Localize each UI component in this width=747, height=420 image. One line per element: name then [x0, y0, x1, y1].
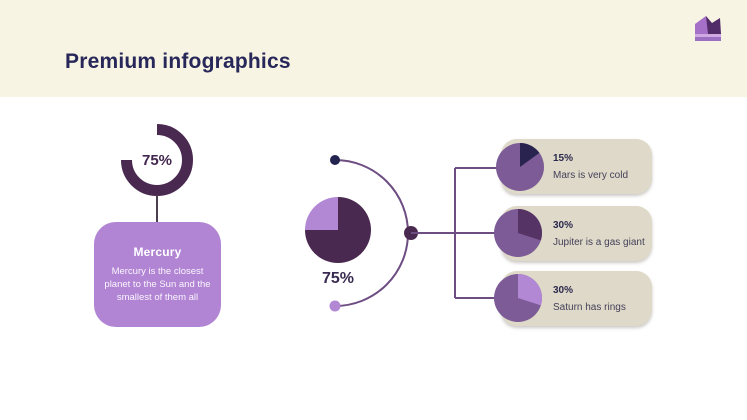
mercury-donut-chart: 75%	[121, 124, 193, 196]
mars-percent-label: 15%	[553, 153, 574, 164]
jupiter-pie-chart	[494, 209, 542, 257]
mars-description: Mars is very cold	[553, 170, 629, 181]
orbit-arc	[329, 155, 418, 312]
donut-ring	[121, 124, 193, 196]
card-connectors	[411, 167, 497, 299]
mercury-card-description: Mercury is the closest planet to the Sun…	[104, 266, 211, 304]
saturn-description: Saturn has rings	[553, 302, 626, 313]
orbit-dot-top	[330, 155, 340, 165]
mercury-card: Mercury Mercury is the closest planet to…	[94, 222, 221, 327]
donut-ring-arc	[121, 124, 193, 196]
donut-percent-label: 75%	[141, 151, 173, 169]
donut-stem-line	[156, 195, 158, 223]
saturn-pie-chart	[494, 274, 542, 322]
jupiter-pie-slice	[518, 209, 542, 241]
orbit-dot-bottom	[329, 300, 341, 312]
center-pie-light-slice	[305, 197, 338, 230]
saturn-percent-label: 30%	[553, 285, 574, 296]
crown-icon	[695, 16, 721, 41]
jupiter-description: Jupiter is a gas giant	[553, 237, 645, 248]
card-connector-lines	[411, 167, 497, 299]
center-pie-percent-label: 75%	[321, 270, 355, 287]
mars-pie-chart	[496, 143, 544, 191]
mercury-card-title: Mercury	[133, 245, 182, 259]
mars-pie-slice	[520, 143, 540, 167]
header-band	[0, 0, 747, 97]
jupiter-percent-label: 30%	[553, 220, 574, 231]
orbit-arc-path	[334, 159, 409, 307]
page-title: Premium infographics	[65, 50, 291, 73]
center-pie-chart	[305, 197, 371, 263]
saturn-pie-slice	[518, 274, 542, 306]
